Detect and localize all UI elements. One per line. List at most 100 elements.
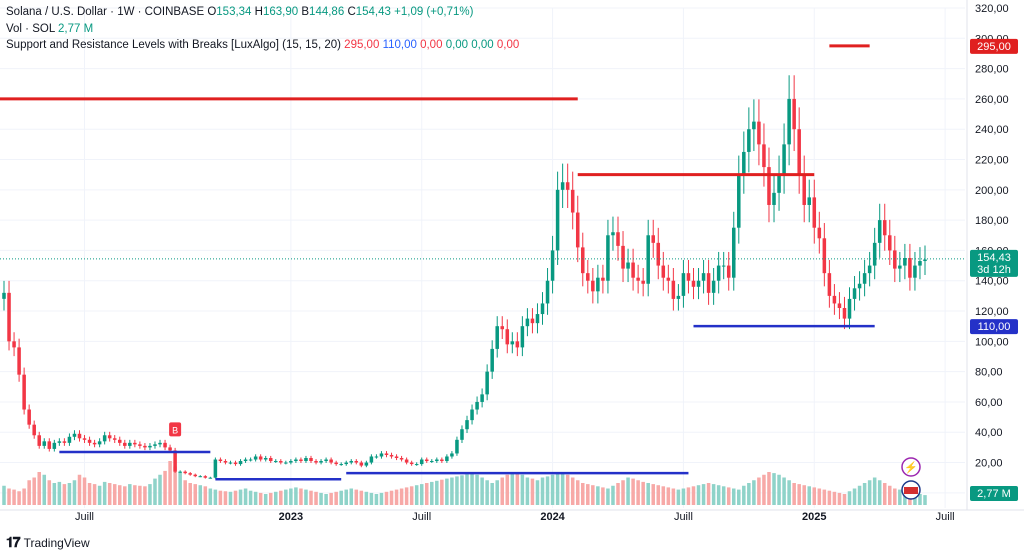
candle-body bbox=[565, 182, 570, 190]
volume-bar bbox=[676, 489, 681, 505]
y-tick-label: 220,00 bbox=[975, 155, 1009, 167]
low-value: 144,86 bbox=[309, 6, 345, 18]
volume-bar bbox=[203, 486, 208, 505]
high-value: 163,90 bbox=[262, 6, 299, 18]
candle-body bbox=[721, 265, 726, 267]
candle-body bbox=[389, 454, 394, 457]
volume-bar bbox=[646, 483, 650, 505]
volume-bar bbox=[158, 474, 162, 505]
volume-bar bbox=[77, 474, 82, 505]
volume-bar bbox=[238, 489, 243, 505]
volume-bar bbox=[304, 489, 308, 505]
volume-bar bbox=[827, 490, 832, 505]
candle-body bbox=[208, 477, 213, 479]
candle-body bbox=[706, 273, 711, 293]
candle-body bbox=[676, 295, 681, 299]
candle-body bbox=[621, 245, 625, 269]
candle-body bbox=[138, 444, 142, 446]
volume-bar bbox=[711, 484, 716, 505]
volume-bar bbox=[651, 484, 655, 505]
volume-bar bbox=[626, 477, 630, 505]
candle-body bbox=[77, 433, 82, 439]
candle-body bbox=[369, 456, 374, 463]
volume-bar bbox=[450, 477, 454, 505]
candle-body bbox=[817, 227, 822, 239]
candle-body bbox=[470, 409, 474, 421]
candle-body bbox=[32, 424, 36, 436]
candle-body bbox=[893, 250, 897, 269]
y-tick-label: 140,00 bbox=[975, 276, 1009, 288]
volume-bar bbox=[621, 480, 625, 505]
volume-bar bbox=[389, 490, 394, 505]
volume-bar bbox=[102, 481, 107, 505]
open-value: 153,34 bbox=[216, 6, 252, 18]
volume-bar bbox=[591, 485, 595, 505]
candle-body bbox=[626, 262, 630, 269]
volume-bar bbox=[67, 483, 72, 505]
volume-bar bbox=[888, 485, 892, 505]
flag-icon-stripe bbox=[904, 487, 918, 494]
volume-bar bbox=[243, 488, 248, 505]
y-tick-label: 60,00 bbox=[975, 397, 1003, 409]
candle-body bbox=[545, 280, 550, 304]
candle-body bbox=[349, 461, 354, 463]
volume-bar bbox=[52, 483, 57, 505]
candle-body bbox=[62, 441, 67, 443]
volume-bar bbox=[173, 466, 177, 505]
volume-bar bbox=[772, 473, 776, 505]
candle-body bbox=[852, 288, 857, 299]
candle-body bbox=[419, 459, 424, 465]
volume-bar bbox=[802, 485, 806, 505]
volume-bar bbox=[505, 474, 510, 505]
volume-bar bbox=[37, 472, 41, 505]
volume-bar bbox=[862, 483, 867, 505]
volume-label: Vol · SOL bbox=[6, 23, 55, 35]
volume-bar bbox=[586, 484, 590, 505]
candle-body bbox=[414, 464, 419, 466]
low-label: B bbox=[301, 6, 310, 18]
candle-body bbox=[651, 235, 655, 243]
candle-body bbox=[12, 341, 16, 348]
volume-bar bbox=[822, 489, 827, 505]
y-tick-label: 20,00 bbox=[975, 458, 1003, 470]
candle-body bbox=[701, 273, 706, 281]
volume-bar bbox=[857, 485, 862, 505]
candle-body bbox=[646, 235, 650, 284]
x-tick-label: 2025 bbox=[802, 511, 826, 523]
volume-bar bbox=[359, 490, 364, 505]
candle-body bbox=[304, 458, 308, 462]
volume-bar bbox=[777, 474, 781, 505]
volume-bar bbox=[253, 491, 258, 505]
close-label: C bbox=[347, 6, 356, 18]
volume-bar bbox=[208, 488, 213, 505]
volume-bar bbox=[631, 478, 635, 505]
candle-body bbox=[812, 197, 817, 228]
candle-body bbox=[560, 182, 565, 190]
volume-bar bbox=[233, 490, 238, 505]
volume-bar bbox=[27, 480, 31, 505]
candle-body bbox=[117, 439, 122, 443]
candle-body bbox=[570, 189, 575, 213]
volume-bar bbox=[97, 485, 102, 505]
volume-bar bbox=[470, 473, 474, 505]
candle-body bbox=[82, 438, 87, 440]
volume-bar bbox=[535, 480, 540, 505]
candle-body bbox=[238, 461, 243, 465]
candle-body bbox=[666, 277, 671, 281]
candle-body bbox=[274, 461, 278, 463]
tradingview-branding[interactable]: 𝟏𝟕 TradingView bbox=[6, 534, 90, 551]
candle-body bbox=[792, 98, 796, 130]
volume-bar bbox=[520, 474, 525, 505]
y-tick-label: 280,00 bbox=[975, 64, 1009, 76]
candle-body bbox=[42, 441, 47, 446]
volume-bar bbox=[344, 489, 348, 505]
volume-bar bbox=[339, 490, 343, 505]
indicator-legend: Support and Resistance Levels with Break… bbox=[6, 39, 519, 51]
volume-bar bbox=[696, 485, 701, 505]
volume-bar bbox=[837, 492, 842, 505]
close-value: 154,43 bbox=[355, 6, 391, 18]
candle-body bbox=[913, 265, 917, 278]
volume-bar bbox=[515, 473, 520, 505]
volume-bar bbox=[666, 487, 671, 505]
